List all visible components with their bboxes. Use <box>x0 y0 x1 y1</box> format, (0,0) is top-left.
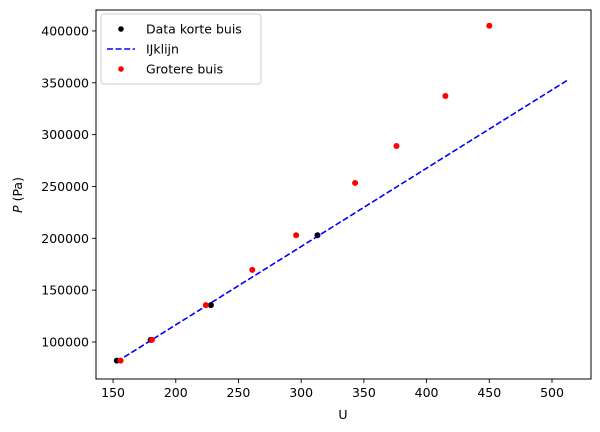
series-ijklijn <box>116 78 569 363</box>
legend-box <box>100 13 262 85</box>
x-tick-label: 250 <box>227 385 251 400</box>
data-point <box>249 266 256 273</box>
y-tick-label: 400000 <box>41 23 89 38</box>
series-grotere-buis <box>117 22 493 364</box>
y-axis-label-unit: (Pa) <box>10 177 25 205</box>
data-point <box>148 336 155 343</box>
data-point <box>117 357 124 364</box>
y-axis-label-symbol: P <box>10 205 25 213</box>
legend-label: IJklijn <box>146 42 179 57</box>
y-tick-label: 200000 <box>41 231 89 246</box>
y-axis-label: P (Pa) <box>10 177 25 213</box>
x-tick-label: 300 <box>289 385 313 400</box>
y-tick-label: 350000 <box>41 75 89 90</box>
y-tick-label: 100000 <box>41 334 89 349</box>
legend-marker-swatch <box>118 26 124 32</box>
legend-marker-swatch <box>118 66 124 72</box>
x-tick-label: 350 <box>352 385 376 400</box>
data-point <box>207 302 214 309</box>
legend-item: IJklijn <box>107 42 179 57</box>
x-tick-label: 150 <box>101 385 125 400</box>
legend-label: Data korte buis <box>146 22 242 37</box>
legend-item: Grotere buis <box>118 62 223 77</box>
x-tick-label: 450 <box>477 385 501 400</box>
x-axis-label: U <box>338 407 347 422</box>
y-axis: 100000 150000 200000 250000 300000 350000 4000… <box>41 23 96 349</box>
y-tick-label: 250000 <box>41 179 89 194</box>
y-tick-label: 300000 <box>41 127 89 142</box>
legend-label: Grotere buis <box>146 62 223 77</box>
x-tick-label: 400 <box>415 385 439 400</box>
data-point <box>442 92 449 99</box>
x-tick-label: 500 <box>540 385 564 400</box>
y-tick-label: 150000 <box>41 283 89 298</box>
plot-area <box>113 22 569 364</box>
x-axis: 150 200 250 300 350 400 450 500 <box>101 379 564 400</box>
data-point <box>352 179 359 186</box>
legend: Data korte buis IJklijn Grotere buis <box>100 13 262 85</box>
data-point <box>202 302 209 309</box>
data-point <box>486 22 493 29</box>
axes-frame <box>95 9 592 380</box>
calibration-line <box>116 78 569 363</box>
legend-item: Data korte buis <box>118 22 242 37</box>
data-point <box>393 143 400 150</box>
x-tick-label: 200 <box>164 385 188 400</box>
data-point <box>293 232 300 239</box>
